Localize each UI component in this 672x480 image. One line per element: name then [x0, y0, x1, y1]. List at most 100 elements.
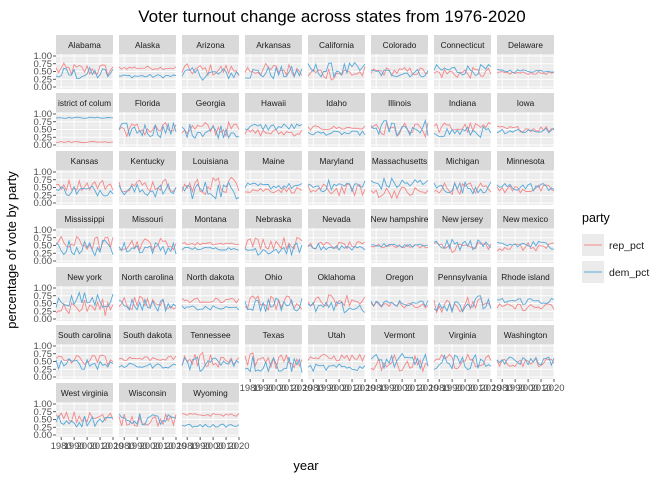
- facet-label: istrict of colum: [58, 98, 111, 108]
- legend-entry: dem_pct: [582, 261, 649, 283]
- dem-pct-line: [433, 295, 492, 314]
- dem-pct-line: [370, 242, 429, 248]
- facet-label: Mississippi: [64, 214, 104, 224]
- x-tick-label: 1980: [51, 441, 72, 452]
- facet-strip: [497, 267, 554, 286]
- y-tick-label: 1.00: [34, 283, 53, 294]
- x-tick-label: 1990: [379, 383, 400, 394]
- facet-strip: [434, 209, 491, 228]
- dem-pct-line: [181, 305, 240, 311]
- facet-strip: [56, 35, 113, 54]
- legend-label: rep_pct: [609, 240, 644, 252]
- facet-strip: [182, 383, 239, 402]
- rep-pct-line: [244, 62, 303, 78]
- dem-pct-line: [244, 64, 303, 80]
- y-tick-label: 0.75: [34, 117, 53, 128]
- facet-panel: Illinois: [370, 93, 429, 147]
- dem-pct-line: [118, 297, 177, 313]
- dem-pct-line: [181, 423, 240, 428]
- facet-panel: Maryland: [307, 151, 366, 205]
- facet-panel: Idaho: [307, 93, 366, 147]
- x-tick-label: 2000: [329, 383, 350, 394]
- y-tick-label: 0.50: [34, 183, 53, 194]
- facet-panel: Montana: [181, 209, 240, 263]
- facet-strip: [245, 93, 302, 112]
- rep-pct-line: [55, 235, 114, 251]
- facet-strip: [371, 267, 428, 286]
- facet-label: North dakota: [187, 272, 235, 282]
- dem-pct-line: [370, 118, 429, 137]
- facet-strip: [497, 325, 554, 344]
- x-tick-label: 2020: [228, 441, 249, 452]
- facet-panel: Ohio: [244, 267, 303, 321]
- dem-pct-line: [433, 180, 492, 195]
- facet-strip: [371, 93, 428, 112]
- dem-pct-line: [181, 67, 240, 81]
- x-tick-label: 2000: [518, 383, 539, 394]
- facet-strip: [119, 35, 176, 54]
- facet-label: Maryland: [319, 156, 354, 166]
- y-tick-label: 0.25: [34, 306, 53, 317]
- rep-pct-line: [181, 297, 240, 304]
- facet-label: Kansas: [71, 156, 99, 166]
- facet-label: Texas: [263, 330, 285, 340]
- rep-pct-line: [307, 125, 366, 131]
- facet-panel: Oregon: [370, 267, 429, 321]
- facet-panel: Alaska: [118, 35, 177, 89]
- facet-panel: Kentucky: [118, 151, 177, 205]
- facet-panel: Tennessee: [181, 325, 240, 379]
- dem-pct-line: [370, 299, 429, 308]
- rep-pct-line: [307, 353, 366, 363]
- dem-pct-line: [181, 181, 240, 200]
- dem-pct-line: [244, 356, 303, 373]
- facet-label: Louisiana: [193, 156, 229, 166]
- legend-title: party: [582, 211, 611, 225]
- facet-strip: [434, 325, 491, 344]
- x-tick-label: 1980: [177, 441, 198, 452]
- dem-pct-line: [244, 123, 303, 131]
- facet-strip: [119, 325, 176, 344]
- facet-panel: North dakota: [181, 267, 240, 321]
- facet-label: Maine: [262, 156, 285, 166]
- y-tick-label: 1.00: [34, 109, 53, 120]
- facet-label: Oklahoma: [318, 272, 356, 282]
- rep-pct-line: [496, 241, 555, 252]
- rep-pct-line: [55, 178, 114, 192]
- y-axis-label: percentage of vote by party: [4, 171, 19, 329]
- x-tick-label: 1980: [492, 383, 513, 394]
- rep-pct-line: [118, 412, 177, 428]
- x-tick-label: 2010: [530, 383, 551, 394]
- facet-label: Wyoming: [193, 388, 228, 398]
- facet-strip: [245, 267, 302, 286]
- dem-pct-line: [55, 240, 114, 257]
- y-tick-label: 1.00: [34, 399, 53, 410]
- facet-strip: [119, 93, 176, 112]
- facet-strip: [56, 93, 113, 112]
- facet-panel: New hampshire: [371, 209, 429, 263]
- facet-strip: [56, 325, 113, 344]
- x-tick-label: 2020: [291, 383, 312, 394]
- facet-strip: [434, 267, 491, 286]
- facet-panel: Iowa: [496, 93, 555, 147]
- x-tick-label: 2000: [392, 383, 413, 394]
- rep-pct-line: [433, 66, 492, 80]
- x-tick-label: 2000: [455, 383, 476, 394]
- dem-pct-line: [496, 297, 555, 305]
- facet-label: Michigan: [446, 156, 480, 166]
- x-tick-label: 2020: [543, 383, 564, 394]
- facet-label: Wisconsin: [129, 388, 167, 398]
- x-tick-label: 1990: [190, 441, 211, 452]
- x-tick-label: 2010: [89, 441, 110, 452]
- dem-pct-line: [244, 242, 303, 257]
- x-tick-label: 1990: [505, 383, 526, 394]
- rep-pct-line: [181, 120, 240, 138]
- x-tick-label: 1990: [64, 441, 85, 452]
- facet-label: Hawaii: [261, 98, 286, 108]
- y-tick-label: 0.00: [34, 198, 53, 209]
- x-tick-label: 2000: [77, 441, 98, 452]
- y-tick-label: 1.00: [34, 51, 53, 62]
- x-tick-label: 1980: [366, 383, 387, 394]
